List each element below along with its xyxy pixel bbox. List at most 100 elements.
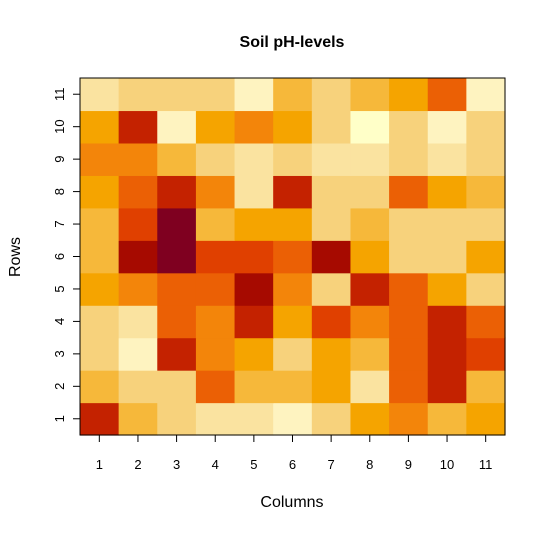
heatmap-cell-r11-c2 [118,78,158,112]
y-tick-label-3: 3 [52,350,67,357]
heatmap-cell-r10-c1 [80,110,120,144]
heatmap-cell-r2-c5 [234,370,274,404]
heatmap-cell-r5-c2 [118,272,158,306]
heatmap-cell-r7-c10 [427,207,467,241]
heatmap-cell-r1-c8 [350,402,390,436]
heatmap-cell-r2-c8 [350,370,390,404]
heatmap-cell-r9-c1 [80,142,120,176]
heatmap-cell-r8-c2 [118,175,158,209]
x-axis-label: Columns [260,494,323,511]
heatmap-cell-r2-c3 [157,370,197,404]
x-tick-label-11: 11 [479,457,493,472]
heatmap-cell-r6-c10 [427,240,467,274]
heatmap-cell-r2-c7 [311,370,352,404]
heatmap-cell-r8-c6 [273,175,313,209]
heatmap-cell-r4-c11 [466,305,506,339]
heatmap-cell-r6-c4 [195,240,236,274]
heatmap-cell-r11-c1 [80,78,120,112]
heatmap-cell-r1-c10 [427,402,467,436]
heatmap-cell-r10-c11 [466,110,506,144]
heatmap-cell-r5-c8 [350,272,390,306]
y-tick-label-2: 2 [52,383,67,390]
x-tick-label-2: 2 [134,457,141,472]
heatmap-cell-r5-c10 [427,272,467,306]
heatmap-cell-r9-c9 [389,142,429,176]
heatmap-cell-r9-c10 [427,142,467,176]
heatmap-cell-r3-c11 [466,337,506,371]
heatmap-cell-r8-c9 [389,175,429,209]
heatmap-cell-r3-c4 [195,337,236,371]
heatmap-cell-r11-c3 [157,78,197,112]
heatmap-cell-r9-c3 [157,142,197,176]
x-tick-label-5: 5 [250,457,257,472]
heatmap-cell-r4-c1 [80,305,120,339]
heatmap-cell-r9-c11 [466,142,506,176]
heatmap-cells [80,78,506,436]
heatmap-cell-r4-c9 [389,305,429,339]
y-tick-label-5: 5 [52,285,67,292]
heatmap-cell-r3-c6 [273,337,313,371]
x-tick-label-3: 3 [173,457,180,472]
y-tick-label-1: 1 [52,415,67,422]
heatmap-cell-r7-c11 [466,207,506,241]
heatmap-cell-r6-c7 [311,240,352,274]
heatmap-cell-r6-c2 [118,240,158,274]
heatmap-cell-r2-c4 [195,370,236,404]
heatmap-cell-r4-c7 [311,305,352,339]
heatmap-cell-r7-c5 [234,207,274,241]
heatmap-cell-r1-c7 [311,402,352,436]
heatmap-cell-r8-c5 [234,175,274,209]
heatmap-cell-r9-c7 [311,142,352,176]
heatmap-cell-r10-c2 [118,110,158,144]
heatmap-cell-r3-c7 [311,337,352,371]
heatmap-cell-r9-c6 [273,142,313,176]
heatmap-cell-r11-c7 [311,78,352,112]
y-tick-label-9: 9 [52,156,67,163]
heatmap-cell-r11-c10 [427,78,467,112]
heatmap-cell-r1-c6 [273,402,313,436]
y-tick-label-8: 8 [52,188,67,195]
heatmap-cell-r2-c2 [118,370,158,404]
heatmap-cell-r4-c6 [273,305,313,339]
heatmap-cell-r2-c6 [273,370,313,404]
heatmap-cell-r2-c11 [466,370,506,404]
heatmap-cell-r10-c4 [195,110,236,144]
heatmap-cell-r2-c10 [427,370,467,404]
heatmap-cell-r2-c1 [80,370,120,404]
heatmap-cell-r7-c2 [118,207,158,241]
heatmap-cell-r8-c7 [311,175,352,209]
heatmap-cell-r6-c6 [273,240,313,274]
heatmap-cell-r3-c3 [157,337,197,371]
heatmap-cell-r11-c11 [466,78,506,112]
x-tick-label-8: 8 [366,457,373,472]
heatmap-cell-r7-c3 [157,207,197,241]
heatmap-cell-r5-c7 [311,272,352,306]
heatmap-cell-r2-c9 [389,370,429,404]
heatmap-cell-r8-c10 [427,175,467,209]
heatmap-cell-r5-c9 [389,272,429,306]
heatmap-cell-r6-c3 [157,240,197,274]
heatmap-cell-r9-c8 [350,142,390,176]
x-axis: 1 2 3 4 5 6 7 8 9 10 11 [96,435,493,472]
heatmap-cell-r6-c9 [389,240,429,274]
y-tick-label-10: 10 [52,119,67,133]
x-tick-label-10: 10 [440,457,454,472]
heatmap-cell-r10-c9 [389,110,429,144]
y-axis-label: Rows [7,237,24,277]
y-tick-label-4: 4 [52,318,67,325]
heatmap-cell-r3-c10 [427,337,467,371]
heatmap-cell-r10-c6 [273,110,313,144]
x-tick-label-6: 6 [289,457,296,472]
y-axis: 1 2 3 4 5 6 7 8 9 10 11 [52,87,80,422]
heatmap-cell-r11-c5 [234,78,274,112]
heatmap-cell-r11-c4 [195,78,236,112]
heatmap-cell-r10-c8 [350,110,390,144]
chart-title: Soil pH-levels [240,34,345,51]
heatmap-cell-r11-c9 [389,78,429,112]
x-tick-label-1: 1 [96,457,103,472]
heatmap-cell-r3-c9 [389,337,429,371]
heatmap-cell-r5-c5 [234,272,274,306]
heatmap-cell-r5-c1 [80,272,120,306]
x-tick-label-9: 9 [405,457,412,472]
heatmap-cell-r8-c4 [195,175,236,209]
